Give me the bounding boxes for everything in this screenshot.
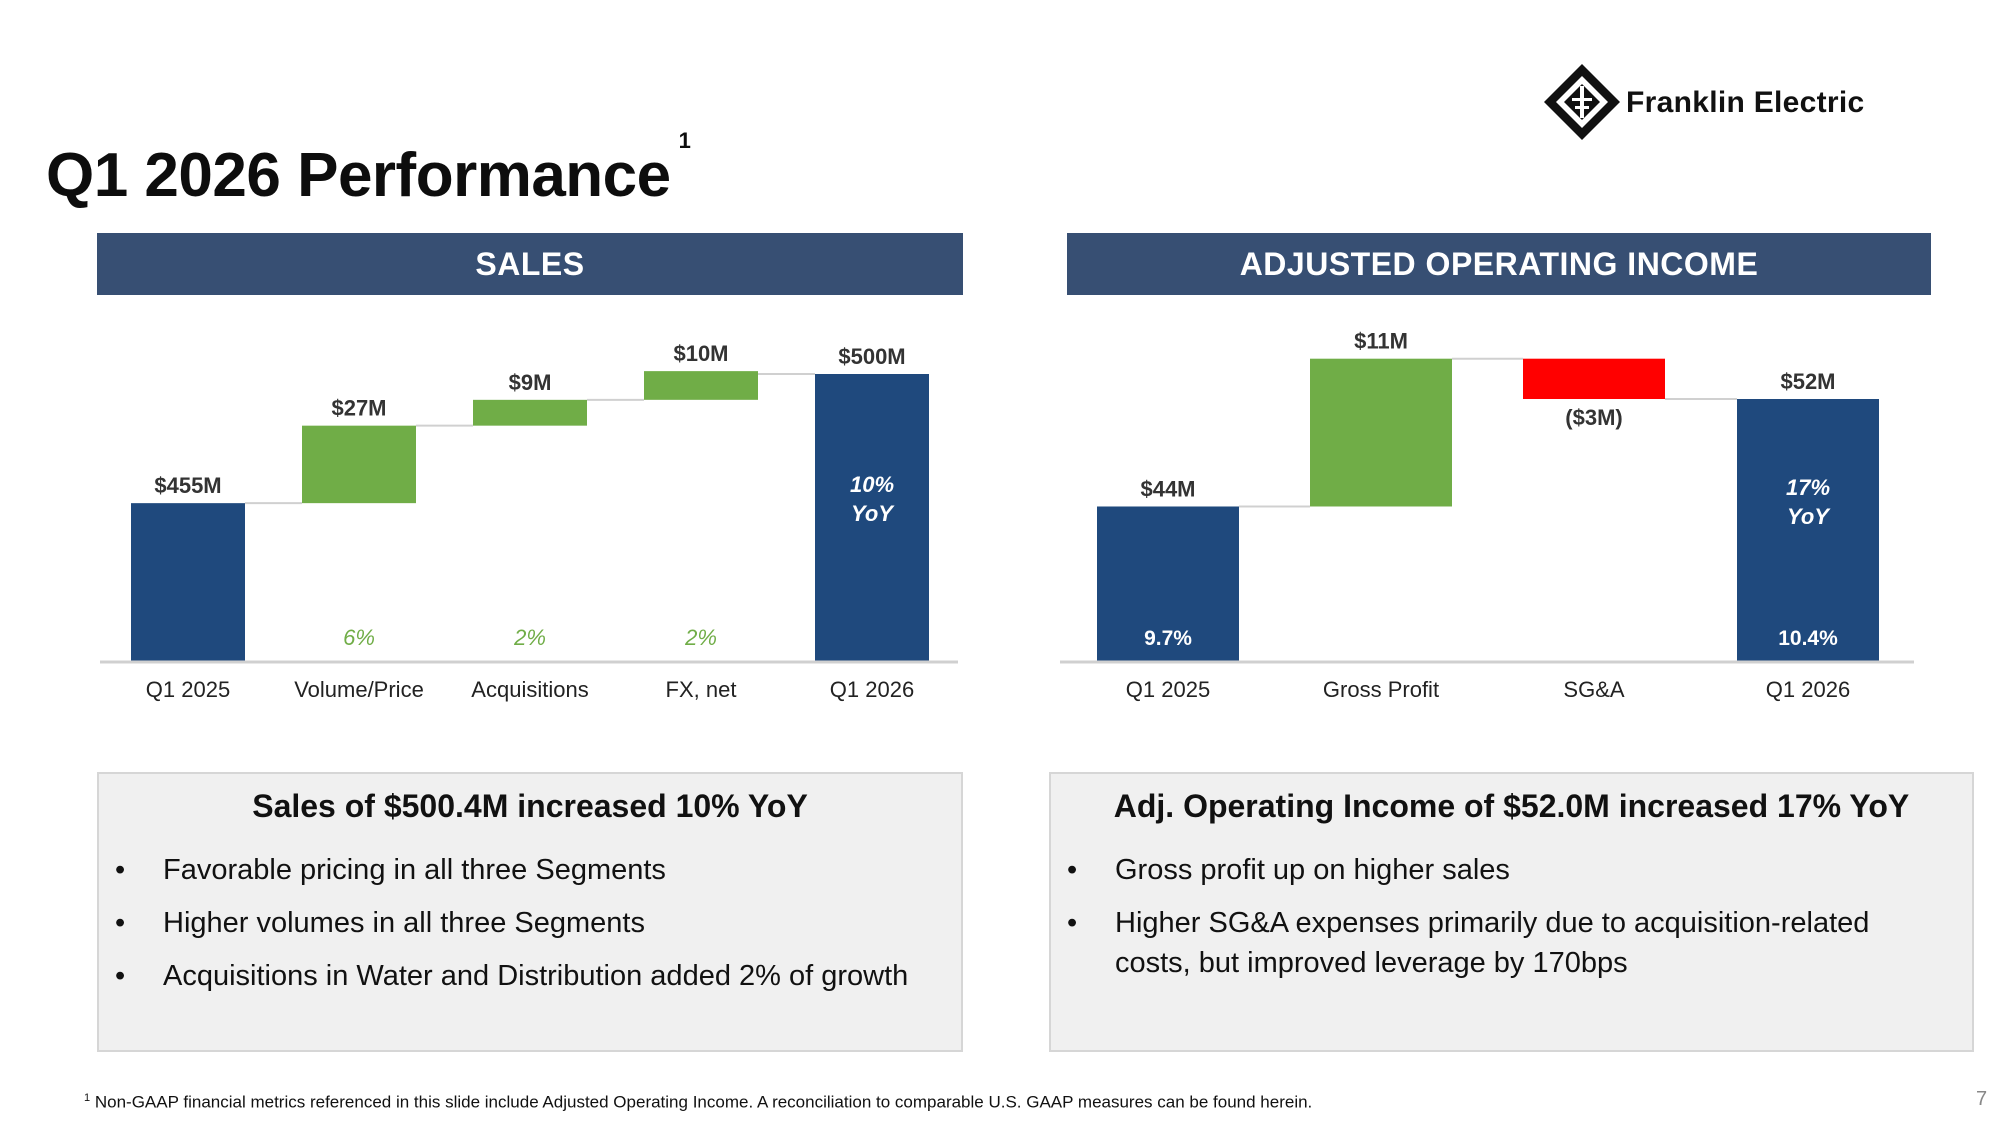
sales-bullet: Higher volumes in all three Segments (113, 903, 941, 943)
sales-summary-title: Sales of $500.4M increased 10% YoY (252, 788, 808, 824)
footnote-mark: 1 (84, 1092, 91, 1104)
title-footnote-mark: 1 (678, 128, 691, 154)
aoi-chart-yoy-label: 17% (1786, 475, 1830, 500)
page-number: 7 (1976, 1088, 1988, 1110)
footnote-text: Non-GAAP financial metrics referenced in… (94, 1092, 1313, 1112)
aoi-chart-bar (1310, 358, 1452, 507)
aoi-summary-box: Adj. Operating Income of $52.0M increase… (1049, 772, 1974, 1052)
aoi-header-text: ADJUSTED OPERATING INCOME (1239, 245, 1759, 282)
sales-chart-pct-label: 2% (684, 625, 717, 650)
sales-bullet-list: Favorable pricing in all three Segments … (113, 850, 941, 1009)
sales-chart-category-label: Q1 2026 (830, 677, 914, 702)
aoi-chart-category-label: Q1 2025 (1126, 677, 1210, 702)
sales-bullet: Favorable pricing in all three Segments (113, 850, 941, 890)
sales-chart-category-label: Acquisitions (471, 677, 588, 702)
sales-chart-category-label: FX, net (666, 677, 737, 702)
page-title: Q1 2026 Performance 1 (46, 128, 691, 211)
aoi-chart-yoy-label: YoY (1787, 504, 1831, 529)
aoi-chart-category-label: SG&A (1563, 677, 1624, 702)
sales-chart-bar (644, 371, 758, 400)
sales-chart-pct-label: 6% (343, 625, 375, 650)
aoi-chart-category-label: Gross Profit (1323, 677, 1439, 702)
sales-chart-value-label: $500M (838, 344, 905, 369)
aoi-section-header: ADJUSTED OPERATING INCOME (1067, 233, 1931, 295)
aoi-chart-value-label: $52M (1780, 369, 1835, 394)
franklin-electric-logo (1544, 64, 1620, 140)
aoi-chart-margin-label: 9.7% (1144, 627, 1192, 650)
sales-chart-category-label: Q1 2025 (146, 677, 230, 702)
aoi-bullet-list: Gross profit up on higher sales Higher S… (1065, 850, 1952, 996)
aoi-summary-title: Adj. Operating Income of $52.0M increase… (1113, 788, 1910, 824)
aoi-bullet: Higher SG&A expenses primarily due to ac… (1065, 903, 1952, 983)
sales-chart-bar (302, 425, 416, 504)
aoi-bullet: Gross profit up on higher sales (1065, 850, 1952, 890)
sales-chart-yoy-label: YoY (851, 501, 895, 526)
aoi-chart-bar (1737, 399, 1879, 661)
sales-summary-box: Sales of $500.4M increased 10% YoY Favor… (97, 772, 963, 1052)
sales-chart-yoy-label: 10% (850, 472, 894, 497)
sales-chart-pct-label: 2% (513, 625, 546, 650)
sales-bullet: Acquisitions in Water and Distribution a… (113, 956, 941, 996)
sales-chart-value-label: $10M (673, 341, 728, 366)
sales-header-text: SALES (475, 245, 585, 282)
sales-section-header: SALES (97, 233, 963, 295)
aoi-chart-margin-label: 10.4% (1778, 627, 1838, 650)
aoi-chart-category-label: Q1 2026 (1766, 677, 1850, 702)
sales-chart-bar (131, 503, 245, 661)
sales-chart-value-label: $27M (331, 396, 386, 421)
logo-wordmark: Franklin Electric (1626, 86, 1865, 119)
sales-chart-value-label: $9M (509, 370, 552, 395)
sales-chart-value-label: $455M (154, 473, 221, 498)
sales-chart-bar (815, 374, 929, 661)
sales-chart-bar (473, 399, 587, 426)
sales-chart-category-label: Volume/Price (294, 677, 424, 702)
aoi-chart-bar (1097, 506, 1239, 661)
aoi-chart-bar (1523, 358, 1665, 399)
footnote: 1 Non-GAAP financial metrics referenced … (84, 1092, 1312, 1113)
page-title-text: Q1 2026 Performance (46, 141, 671, 210)
aoi-chart-value-label: $11M (1354, 329, 1408, 354)
aoi-chart-value-label: $44M (1140, 476, 1195, 501)
aoi-chart-value-label: ($3M) (1565, 405, 1622, 430)
